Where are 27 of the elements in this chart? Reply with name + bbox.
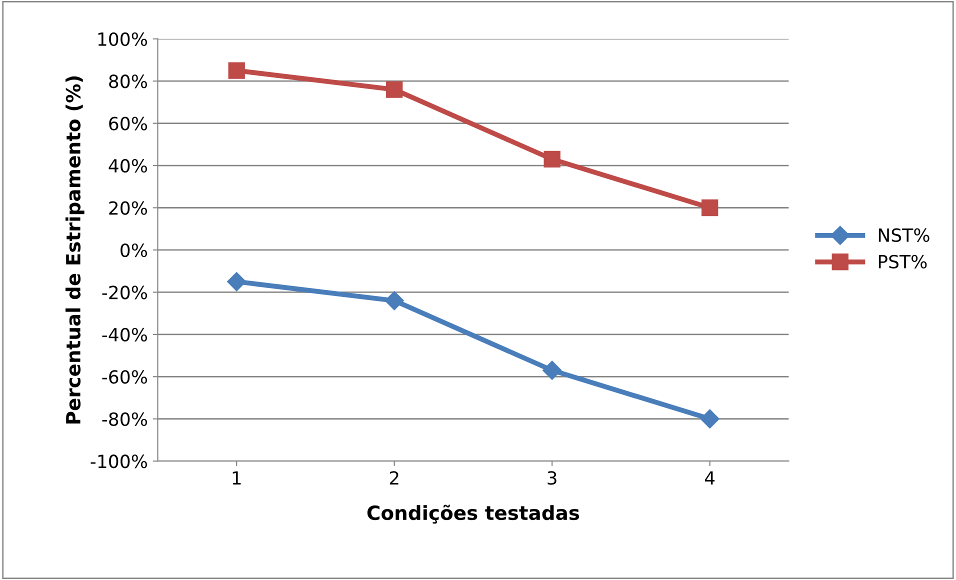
y-tick-label: -60% <box>102 370 148 384</box>
y-axis-title: Percentual de Estripamento (%) <box>66 76 84 424</box>
point <box>227 272 246 292</box>
y-tick-label: 40% <box>108 158 148 173</box>
x-tick-label: 2 <box>390 471 398 485</box>
y-tick-label: -80% <box>102 412 148 426</box>
x-axis-title: Condições testadas <box>367 504 580 524</box>
y-tick-label: -20% <box>102 286 148 300</box>
y-tick-label: -40% <box>102 328 148 342</box>
y-tick-label: 60% <box>109 116 148 130</box>
legend-label: PST% <box>878 254 927 268</box>
point <box>701 199 718 216</box>
point <box>386 81 403 98</box>
y-tick-label: 20% <box>109 201 148 215</box>
y-tick-label: 100% <box>98 32 148 46</box>
x-tick-label: 1 <box>232 471 241 485</box>
y-tick-label: 0% <box>120 243 148 258</box>
point <box>542 360 562 380</box>
point <box>384 291 404 310</box>
point <box>228 62 245 79</box>
y-tick-label: -100% <box>90 454 148 468</box>
x-tick-label: 4 <box>704 471 715 485</box>
legend-label: NST% <box>878 228 930 242</box>
point <box>544 150 560 168</box>
y-tick-label: 80% <box>109 74 148 88</box>
x-tick-label: 3 <box>548 471 556 485</box>
point <box>700 409 720 428</box>
